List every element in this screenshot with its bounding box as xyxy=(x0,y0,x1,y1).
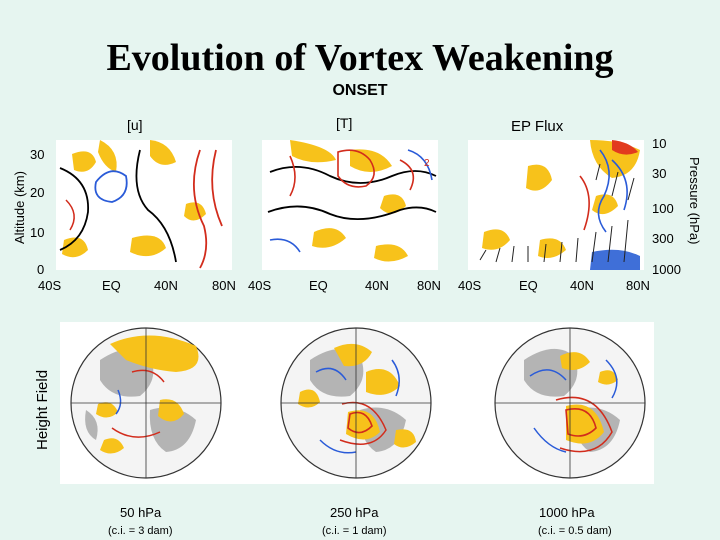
cross-section-panels: 2 xyxy=(56,140,644,270)
latitude-tick: 80N xyxy=(417,278,441,293)
t-panel-label: [T] xyxy=(336,115,353,131)
latitude-tick: 40N xyxy=(365,278,389,293)
map-contour-interval: (c.i. = 1 dam) xyxy=(322,525,387,537)
map-level-label: 1000 hPa xyxy=(539,505,595,520)
polar-map-1000hpa xyxy=(494,327,646,479)
zonal-wind-panel xyxy=(56,140,232,270)
slide-title: Evolution of Vortex Weakening xyxy=(106,37,614,79)
altitude-tick: 30 xyxy=(30,147,45,162)
latitude-tick: 40S xyxy=(458,278,482,293)
contour-value-label: 2 xyxy=(424,158,430,169)
slide-subtitle: ONSET xyxy=(332,82,388,99)
map-contour-interval: (c.i. = 0.5 dam) xyxy=(538,525,612,537)
pressure-tick: 30 xyxy=(652,166,667,181)
ep-flux-label: EP Flux xyxy=(511,118,564,135)
latitude-tick: 40S xyxy=(38,278,62,293)
pressure-tick: 1000 xyxy=(652,262,681,277)
pressure-tick: 300 xyxy=(652,231,674,246)
u-panel-label: [u] xyxy=(127,117,143,133)
pressure-tick: 10 xyxy=(652,136,667,151)
polar-map-250hpa xyxy=(280,327,432,479)
ep-flux-panel xyxy=(468,140,644,270)
latitude-tick: 80N xyxy=(626,278,650,293)
latitude-tick: EQ xyxy=(309,278,328,293)
latitude-tick: 40S xyxy=(248,278,272,293)
altitude-tick: 0 xyxy=(37,262,45,277)
map-level-label: 50 hPa xyxy=(120,505,162,520)
latitude-tick: 80N xyxy=(212,278,236,293)
map-contour-interval: (c.i. = 3 dam) xyxy=(108,525,173,537)
latitude-tick: 40N xyxy=(154,278,178,293)
polar-map-50hpa xyxy=(70,327,222,479)
latitude-tick: EQ xyxy=(102,278,121,293)
pressure-tick: 100 xyxy=(652,201,674,216)
map-level-label: 250 hPa xyxy=(330,505,379,520)
latitude-tick: EQ xyxy=(519,278,538,293)
altitude-tick: 20 xyxy=(30,185,45,200)
temperature-panel xyxy=(262,140,438,270)
altitude-tick: 10 xyxy=(30,225,45,240)
latitude-tick: 40N xyxy=(570,278,594,293)
